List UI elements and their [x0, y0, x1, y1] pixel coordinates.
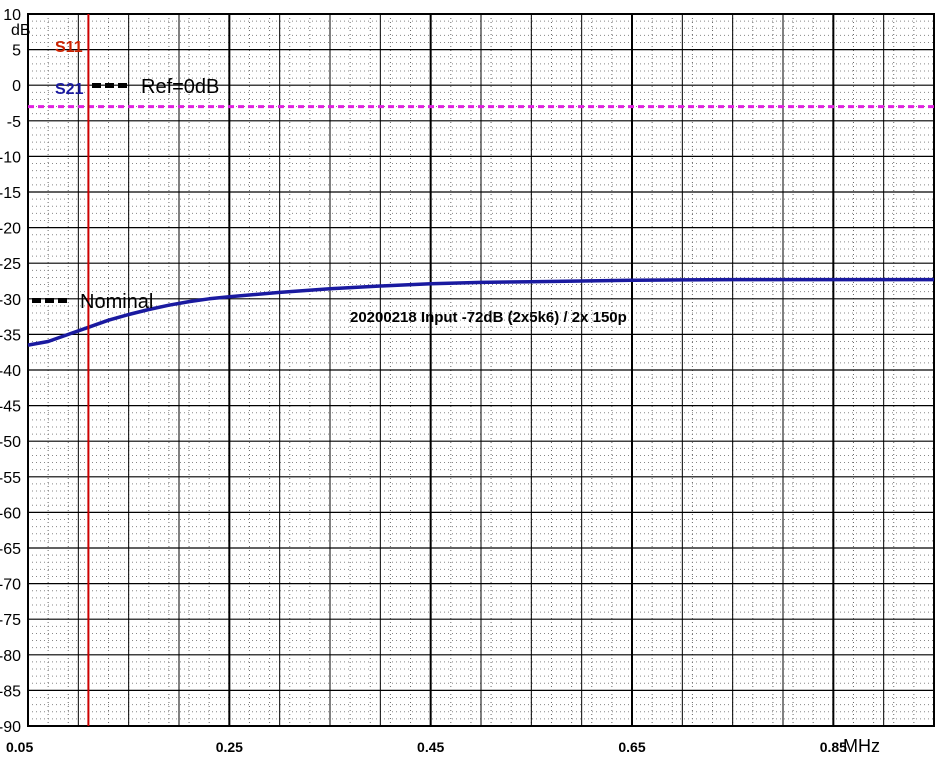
- y-tick-label: -35: [0, 327, 21, 344]
- x-tick-label: 0.45: [417, 739, 444, 755]
- y-tick-label: 5: [12, 43, 21, 60]
- y-tick-label: -20: [0, 221, 21, 238]
- x-tick-label: 0.25: [216, 739, 243, 755]
- series-label-s11: S11: [55, 39, 83, 56]
- y-tick-label: 0: [12, 78, 21, 95]
- y-tick-label: -40: [0, 363, 21, 380]
- x-tick-label: 0.85: [820, 739, 847, 755]
- y-axis-unit: dB: [11, 22, 31, 39]
- legend-nominal-swatch: [32, 298, 67, 303]
- x-tick-label: 0.65: [618, 739, 645, 755]
- series-label-s21: S21: [55, 81, 84, 98]
- x-axis-unit: MHz: [843, 736, 880, 756]
- chart-annotation: 20200218 Input -72dB (2x5k6) / 2x 150p: [350, 309, 627, 326]
- legend-ref-label: Ref=0dB: [141, 76, 219, 98]
- y-tick-label: -15: [0, 185, 21, 202]
- y-tick-label: -65: [0, 541, 21, 558]
- y-tick-label: -25: [0, 256, 21, 273]
- y-tick-label: -85: [0, 683, 21, 700]
- y-axis-ticks: 10 5 0 -5 -10 -15 -20 -25 -30 -35 -40 -45 -50 -55 -60 -…: [0, 7, 21, 736]
- x-axis-ticks: 0.05 0.25 0.45 0.65 0.85: [6, 739, 847, 755]
- legend-ref-swatch: [92, 83, 127, 88]
- y-tick-label: -70: [0, 577, 21, 594]
- chart-series: [27, 14, 934, 726]
- y-tick-label: -55: [0, 470, 21, 487]
- x-tick-label: 0.05: [6, 739, 33, 755]
- plot-frame: [27, 13, 935, 727]
- y-tick-label: -5: [7, 114, 21, 131]
- series-line-s21: [27, 277, 934, 347]
- y-tick-label: 10: [3, 7, 21, 24]
- y-tick-label: -10: [0, 149, 21, 166]
- chart-legend: Ref=0dB Nominal S11 S21: [32, 39, 219, 313]
- y-tick-label: -60: [0, 505, 21, 522]
- y-tick-label: -50: [0, 434, 21, 451]
- y-tick-label: -45: [0, 399, 21, 416]
- y-tick-label: -80: [0, 648, 21, 665]
- legend-nominal-label: Nominal: [80, 291, 153, 313]
- y-tick-label: -90: [0, 719, 21, 736]
- y-tick-label: -75: [0, 612, 21, 629]
- chart-grid: [27, 13, 935, 727]
- y-tick-label: -30: [0, 292, 21, 309]
